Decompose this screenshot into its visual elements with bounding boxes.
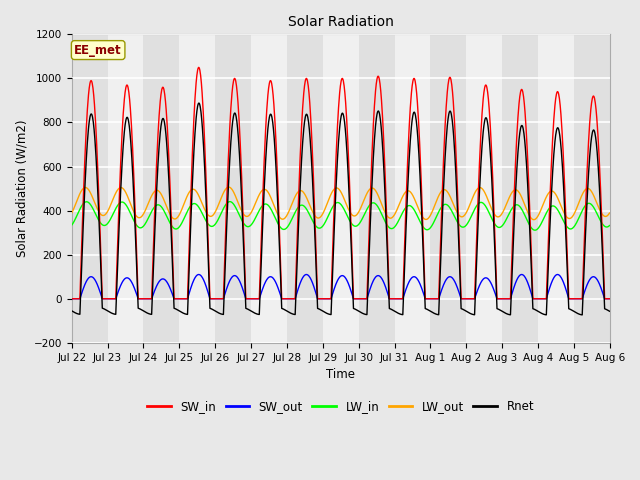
Bar [395, 35, 431, 343]
Legend: SW_in, SW_out, LW_in, LW_out, Rnet: SW_in, SW_out, LW_in, LW_out, Rnet [143, 395, 539, 418]
Bar [215, 35, 251, 343]
Bar [502, 35, 538, 343]
Bar [143, 35, 179, 343]
Bar [251, 35, 287, 343]
Title: Solar Radiation: Solar Radiation [288, 15, 394, 29]
Bar [610, 35, 640, 343]
Bar [574, 35, 610, 343]
Bar [431, 35, 467, 343]
Y-axis label: Solar Radiation (W/m2): Solar Radiation (W/m2) [15, 120, 28, 257]
Bar [72, 35, 108, 343]
X-axis label: Time: Time [326, 368, 355, 381]
Bar [179, 35, 215, 343]
Bar [358, 35, 395, 343]
Bar [287, 35, 323, 343]
Bar [108, 35, 143, 343]
Bar [323, 35, 358, 343]
Bar [467, 35, 502, 343]
Bar [538, 35, 574, 343]
Text: EE_met: EE_met [74, 44, 122, 57]
